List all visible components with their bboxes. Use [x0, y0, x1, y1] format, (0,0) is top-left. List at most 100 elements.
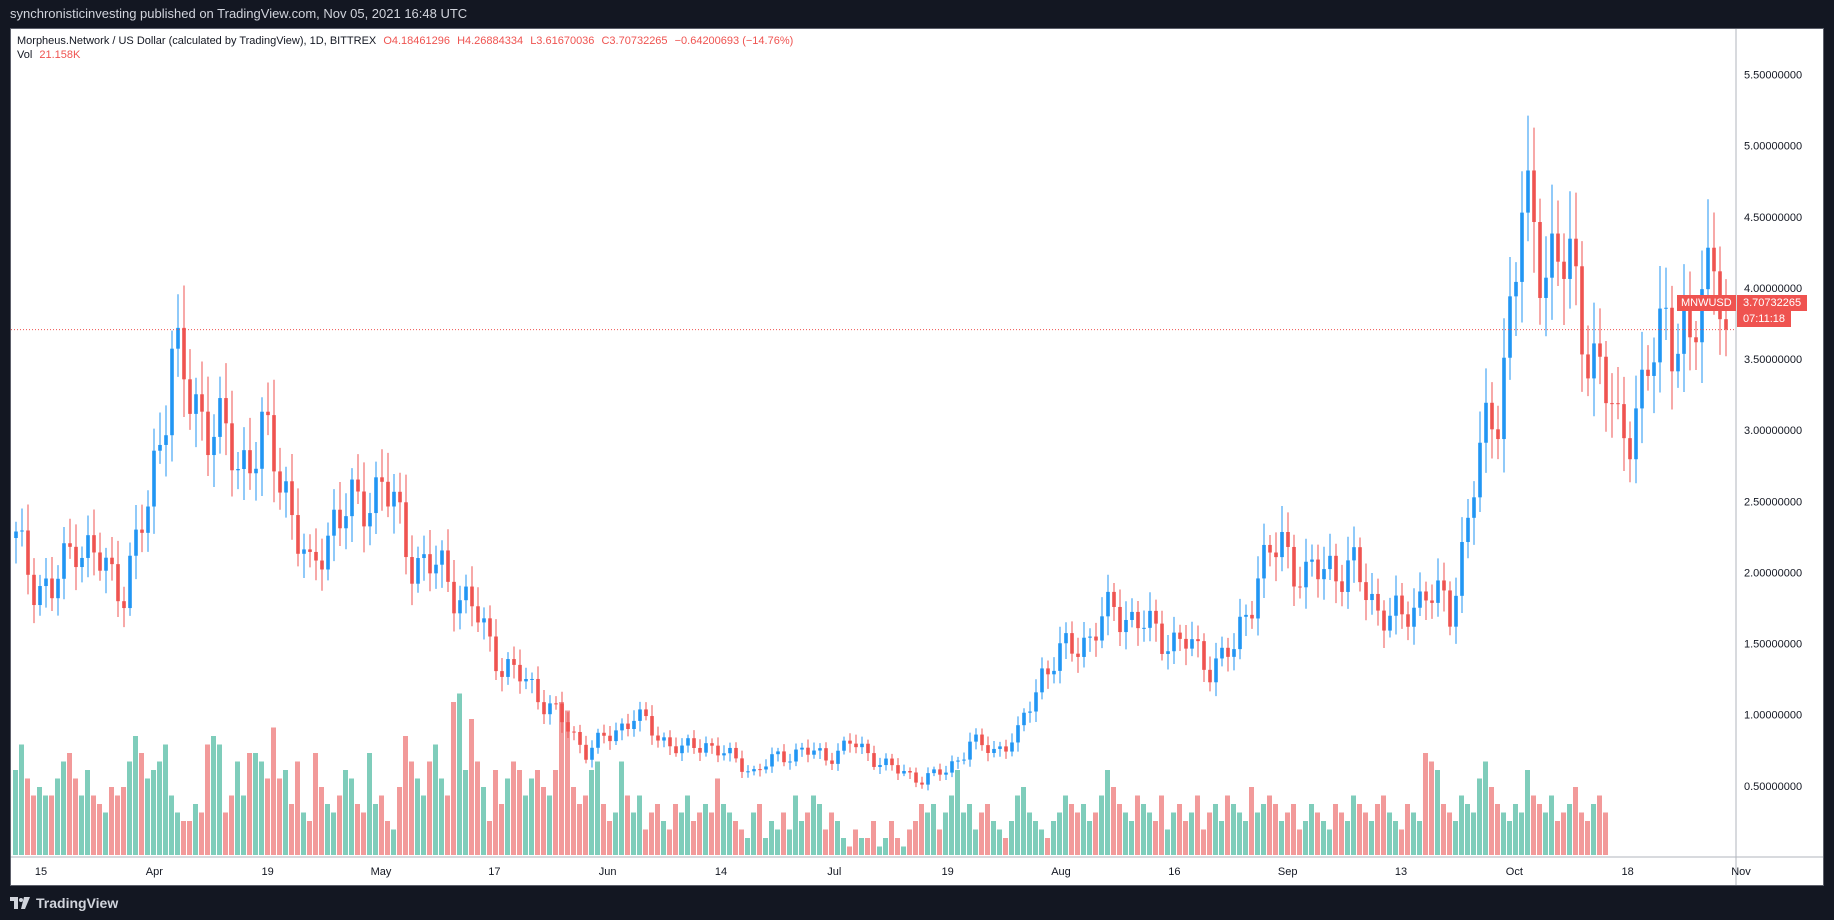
candle-body — [1298, 586, 1302, 588]
volume-bar — [85, 770, 90, 855]
candle-body — [56, 578, 60, 599]
candle-body — [740, 758, 744, 772]
volume-bar — [1183, 821, 1188, 855]
candle-body — [668, 737, 672, 747]
volume-bar — [649, 812, 654, 855]
candle-body — [296, 515, 300, 554]
volume-bar — [535, 770, 540, 855]
candle-body — [464, 586, 468, 601]
volume-bar — [499, 804, 504, 855]
candle-body — [314, 551, 318, 561]
legend-vol-label: Vol — [17, 49, 33, 61]
legend-title: Morpheus.Network / US Dollar (calculated… — [17, 35, 377, 47]
volume-bar — [1291, 804, 1296, 855]
legend-close: C3.70732265 — [601, 35, 668, 47]
candle-body — [1082, 637, 1086, 657]
candle-body — [374, 477, 378, 514]
candle-body — [488, 618, 492, 637]
candle-body — [410, 557, 414, 584]
candle-body — [1640, 369, 1644, 409]
volume-bar — [1027, 812, 1032, 855]
candle-body — [818, 748, 822, 751]
volume-bar — [241, 795, 246, 855]
candle-body — [122, 601, 126, 609]
volume-bar — [871, 821, 876, 855]
volume-bar — [1603, 812, 1608, 855]
candle-body — [440, 550, 444, 565]
candle-body — [116, 564, 120, 602]
volume-bar — [811, 795, 816, 855]
candle-body — [14, 531, 18, 539]
volume-bar — [457, 693, 462, 855]
candle-body — [1118, 606, 1122, 633]
volume-bar — [1351, 795, 1356, 855]
volume-bar — [1513, 804, 1518, 855]
volume-bar — [691, 821, 696, 855]
candle-body — [1058, 643, 1062, 671]
volume-bar — [61, 761, 66, 855]
volume-bar — [13, 770, 18, 855]
candle-body — [1706, 247, 1710, 290]
candle-body — [392, 491, 396, 507]
x-tick-label: 19 — [942, 866, 954, 878]
volume-bar — [1201, 829, 1206, 855]
volume-bar — [805, 812, 810, 855]
legend-main: Morpheus.Network / US Dollar (calculated… — [17, 35, 797, 47]
candle-body — [1460, 542, 1464, 596]
candle-body — [698, 747, 702, 753]
candle-body — [86, 535, 90, 558]
candle-body — [770, 754, 774, 767]
volume-bar — [289, 804, 294, 855]
volume-bar — [1255, 812, 1260, 855]
candle-body — [1010, 742, 1014, 752]
volume-bar — [1249, 787, 1254, 855]
candle-body — [308, 549, 312, 552]
candle-body — [728, 747, 732, 754]
candle-body — [1682, 307, 1686, 354]
volume-bar — [1339, 812, 1344, 855]
candle-body — [1448, 590, 1452, 627]
candle-body — [176, 327, 180, 349]
tradingview-brand[interactable]: TradingView — [10, 895, 118, 911]
candle-body — [386, 481, 390, 507]
x-tick-label: Jun — [599, 866, 617, 878]
candle-body — [434, 564, 438, 574]
volume-bar — [745, 838, 750, 855]
candle-body — [1022, 712, 1026, 726]
volume-bar — [157, 761, 162, 855]
candle-body — [524, 678, 528, 682]
volume-bar — [1489, 787, 1494, 855]
volume-bar — [403, 736, 408, 855]
candle-body — [62, 543, 66, 579]
volume-bar — [1441, 804, 1446, 855]
chart-panel[interactable]: 5.50000000 5.00000000 4.50000000 4.00000000… — [10, 28, 1824, 886]
candle-body — [206, 411, 210, 456]
volume-bar — [1507, 821, 1512, 855]
volume-bar — [121, 787, 126, 855]
candle-body — [1586, 354, 1590, 379]
volume-bar — [913, 821, 918, 855]
volume-bar — [1465, 804, 1470, 855]
candle-body — [320, 560, 324, 570]
volume-bar — [559, 702, 564, 855]
volume-bar — [367, 753, 372, 855]
volume-bar — [1297, 829, 1302, 855]
volume-bar — [331, 812, 336, 855]
candle-body — [1154, 610, 1158, 624]
candle-body — [920, 782, 924, 785]
volume-bar — [1429, 761, 1434, 855]
volume-bar — [265, 778, 270, 855]
candle-body — [1208, 669, 1212, 683]
x-tick-label: 18 — [1622, 866, 1634, 878]
candle-body — [1232, 649, 1236, 657]
candle-body — [482, 618, 486, 623]
y-tick-label: 2.50000000 — [1744, 496, 1802, 508]
volume-bar — [517, 770, 522, 855]
volume-bar — [1105, 770, 1110, 855]
volume-bar — [655, 804, 660, 855]
volume-bar — [1321, 821, 1326, 855]
price-chart[interactable]: 5.50000000 5.00000000 4.50000000 4.00000000… — [11, 29, 1823, 885]
candle-body — [1226, 647, 1230, 657]
volume-bar — [235, 761, 240, 855]
candle-body — [1502, 357, 1506, 440]
